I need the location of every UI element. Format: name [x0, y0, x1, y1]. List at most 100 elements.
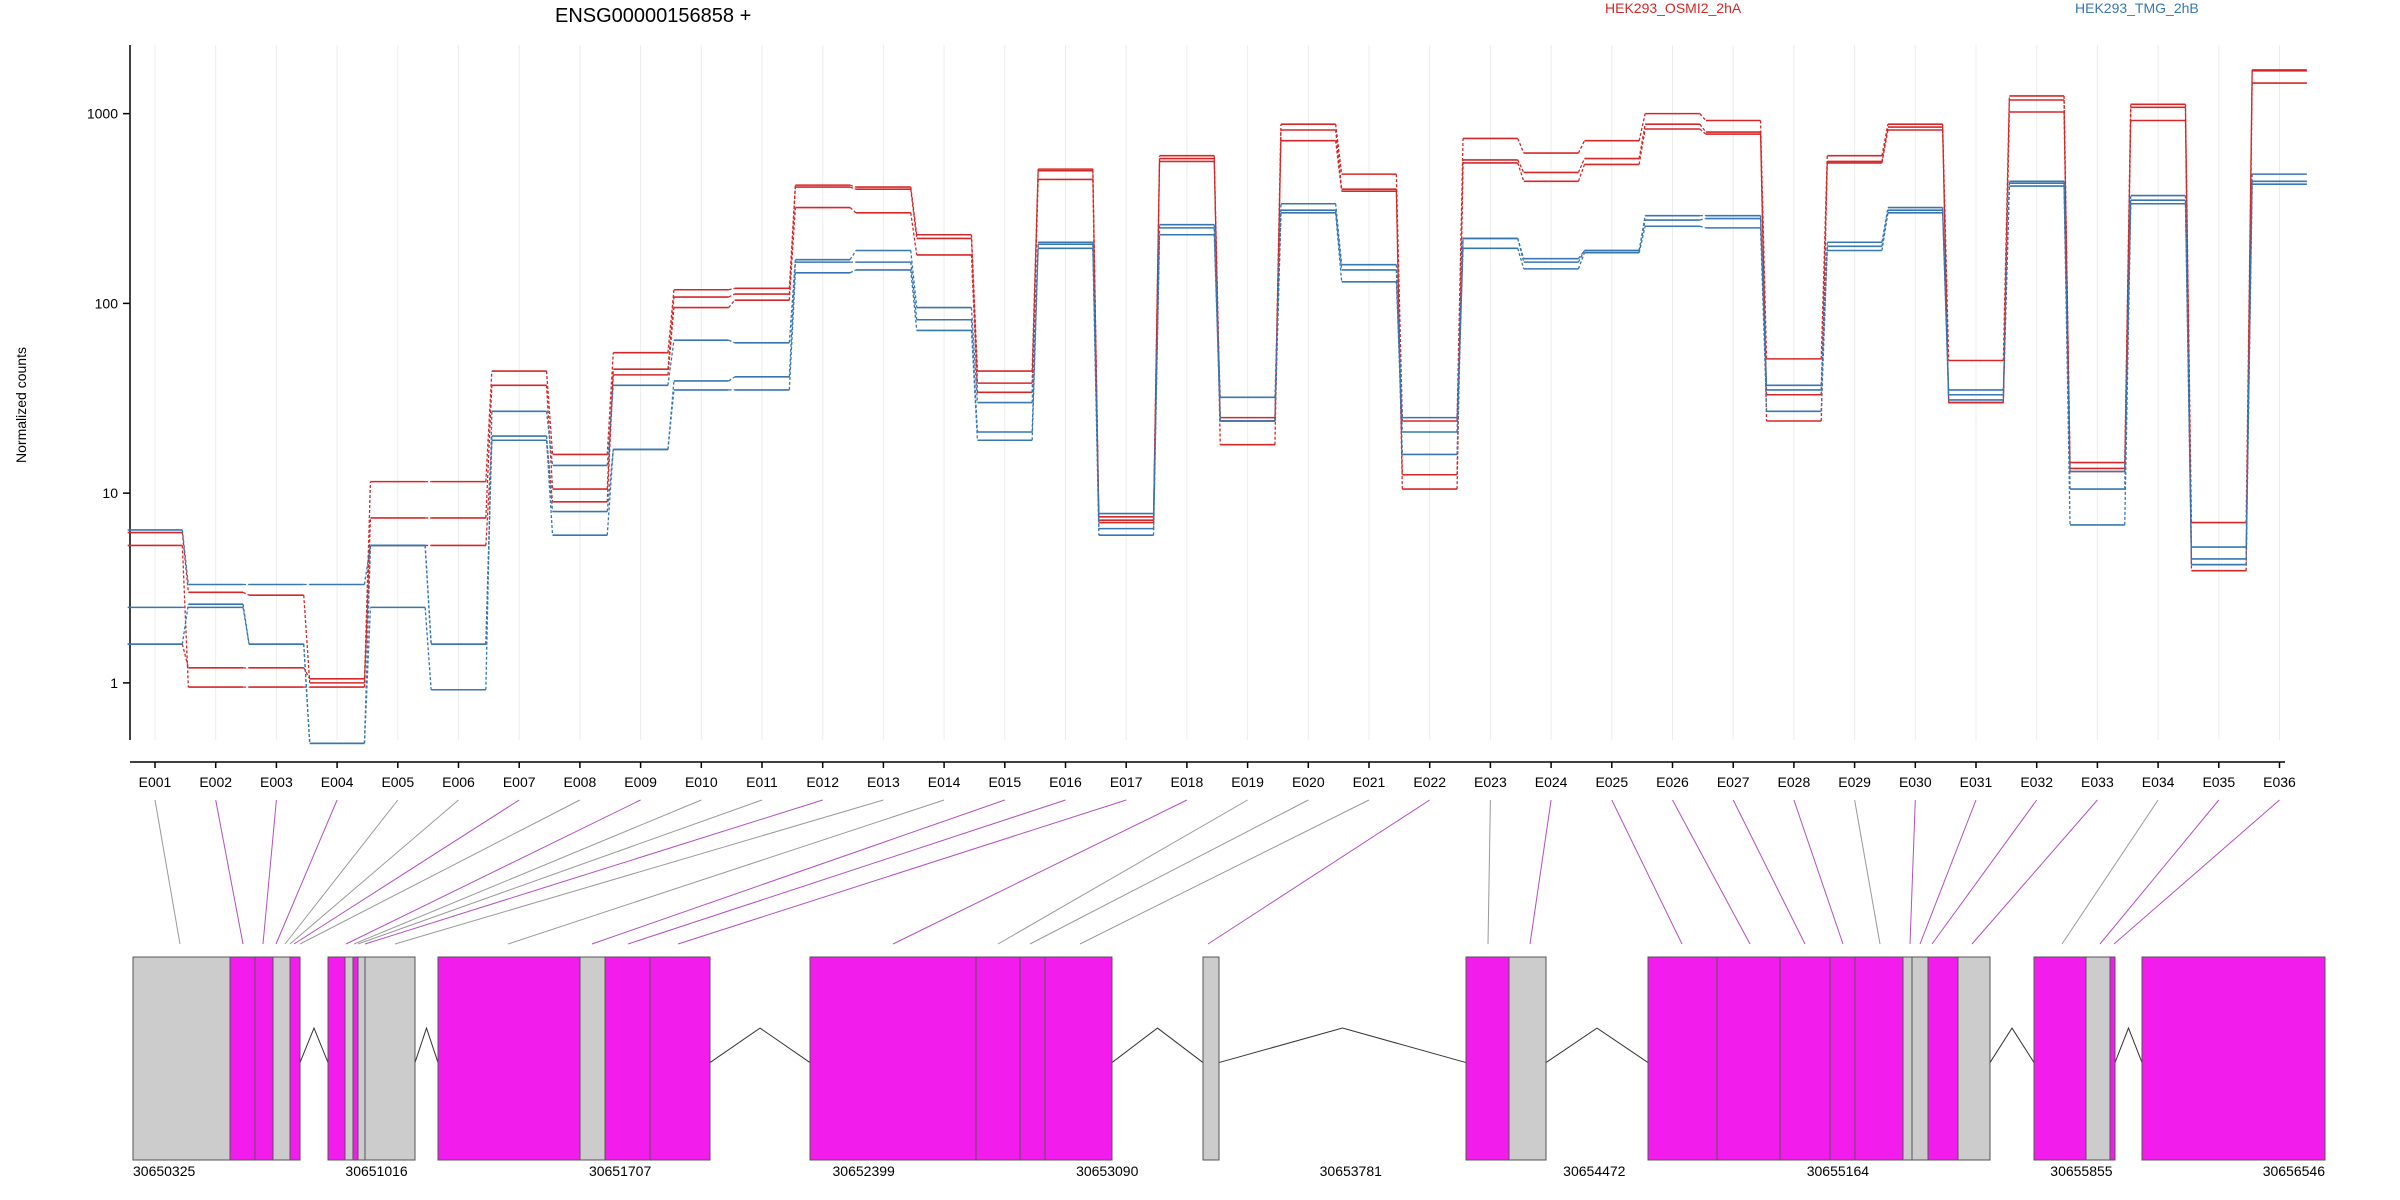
series-connector	[363, 545, 372, 744]
exon-connector	[997, 799, 1248, 945]
exon-block-highlighted	[327, 956, 346, 1161]
series-3	[127, 173, 2307, 745]
series-connector	[1213, 161, 1221, 418]
series-connector	[1456, 248, 1464, 433]
exon-connector	[1971, 799, 2098, 945]
y-tick-label: 1	[110, 675, 118, 691]
series-connector	[1699, 128, 1707, 135]
x-tick-label: E032	[2020, 774, 2053, 790]
series-connector	[667, 340, 675, 386]
series-connector	[1942, 210, 1950, 395]
series-connector	[606, 374, 614, 502]
exon-block	[579, 956, 606, 1161]
exon-connector	[215, 799, 244, 945]
exon-connector	[892, 799, 1188, 945]
exon-connector	[1919, 799, 1977, 945]
intron-line	[1111, 1027, 1204, 1063]
exon-block-highlighted	[1465, 956, 1510, 1161]
series-connector	[849, 250, 857, 261]
series-connector	[1031, 244, 1039, 433]
x-tick-label: E001	[139, 774, 172, 790]
exon-block	[357, 956, 366, 1161]
intron-line	[2114, 1026, 2143, 1063]
exon-connector	[677, 799, 1127, 945]
series-connector	[1577, 140, 1586, 154]
series-connector	[1335, 212, 1343, 282]
series-connector	[1577, 164, 1586, 182]
x-tick-label: E009	[624, 774, 657, 790]
series-connector	[849, 269, 857, 274]
exon-block-highlighted	[229, 956, 256, 1161]
exon-block-highlighted	[975, 956, 1021, 1161]
series-connector	[1942, 212, 1950, 400]
exon-connector	[1672, 799, 1751, 945]
series-4	[127, 180, 2307, 745]
series-connector	[424, 607, 432, 690]
exon-connector	[364, 799, 823, 945]
series-1	[127, 70, 2307, 688]
x-tick-label: E021	[1353, 774, 1386, 790]
coordinate-label: 30651707	[589, 1163, 652, 1179]
series-connector	[1456, 162, 1464, 490]
exon-connector	[293, 799, 520, 945]
series-connector	[606, 352, 614, 455]
exon-connector	[1854, 799, 1881, 945]
exon-block-highlighted	[1927, 956, 1959, 1161]
series-connector	[1699, 225, 1707, 229]
series-connector	[1759, 132, 1768, 395]
series-connector	[728, 339, 735, 344]
series-connector	[1577, 250, 1585, 260]
series-connector	[2124, 200, 2132, 472]
series-connector	[1456, 138, 1464, 422]
x-tick-label: E012	[806, 774, 839, 790]
x-tick-label: E027	[1717, 774, 1750, 790]
exon-block-highlighted	[1854, 956, 1904, 1161]
series-connector	[545, 435, 554, 512]
series-connector	[667, 289, 675, 353]
legend-entry-osmi2: HEK293_OSMI2_2hA	[1605, 0, 1742, 16]
series-connector	[1517, 162, 1525, 182]
intron-line	[299, 1026, 329, 1063]
series-connector	[1699, 113, 1707, 121]
series-connector	[485, 385, 493, 518]
exon-block-highlighted	[809, 956, 977, 1161]
series-connector	[970, 254, 979, 393]
series-connector	[1577, 250, 1586, 263]
x-tick-label: E016	[1049, 774, 1082, 790]
x-tick-label: E010	[685, 774, 718, 790]
gene-model	[132, 956, 2326, 1161]
series-connector	[788, 187, 796, 295]
x-tick-label: E014	[928, 774, 961, 790]
series-connector	[1335, 129, 1343, 190]
exon-block	[1957, 956, 1991, 1161]
series-connector	[242, 604, 250, 645]
x-tick-label: E029	[1838, 774, 1871, 790]
exon-block-highlighted	[2033, 956, 2087, 1161]
x-tick-label: E004	[321, 774, 354, 790]
series-connector	[728, 376, 736, 382]
exon-connector	[394, 799, 884, 945]
series-connector	[606, 385, 614, 466]
x-tick-label: E031	[1960, 774, 1993, 790]
coordinate-label: 30653090	[1076, 1163, 1139, 1179]
series-connector	[1759, 134, 1768, 422]
series-connector	[849, 186, 857, 190]
x-tick-label: E022	[1413, 774, 1446, 790]
intron-line	[414, 1026, 439, 1063]
x-tick-label: E026	[1656, 774, 1689, 790]
series-connector	[485, 371, 493, 482]
exon-connector	[1909, 799, 1916, 945]
exon-connector-lines	[154, 799, 2280, 945]
series-connector	[1881, 212, 1889, 251]
exon-connector	[345, 799, 641, 945]
exon-connector	[627, 799, 1066, 945]
exon-block-highlighted	[1716, 956, 1781, 1161]
exon-connector	[1931, 799, 2038, 945]
exon-block	[1902, 956, 1913, 1161]
series-connector	[728, 287, 735, 291]
series-connector	[1820, 162, 1828, 422]
series-connector	[1092, 242, 1100, 514]
series-connector	[1638, 124, 1646, 159]
series-connector	[910, 189, 918, 239]
series-connector	[1699, 217, 1707, 221]
